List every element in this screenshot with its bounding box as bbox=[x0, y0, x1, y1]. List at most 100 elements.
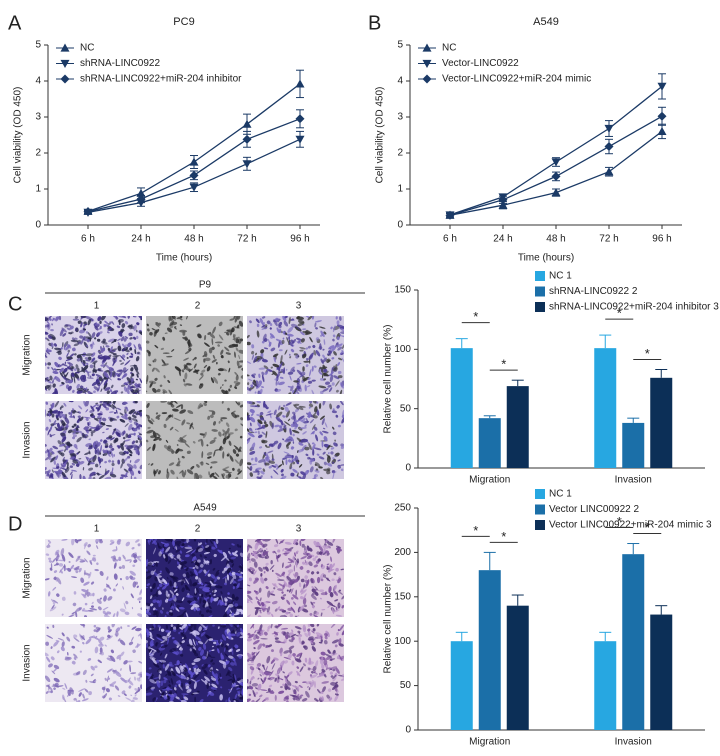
cell bbox=[252, 639, 260, 645]
cell bbox=[272, 363, 280, 368]
cell bbox=[335, 380, 340, 387]
cell bbox=[46, 626, 49, 629]
cell bbox=[283, 451, 290, 455]
cell bbox=[314, 320, 322, 323]
y-tick-label: 50 bbox=[400, 403, 412, 414]
cell bbox=[179, 409, 186, 414]
cell bbox=[227, 432, 234, 435]
cell bbox=[76, 383, 80, 389]
cell bbox=[325, 370, 329, 375]
cell bbox=[128, 423, 133, 431]
cell bbox=[221, 634, 227, 641]
cell bbox=[224, 469, 229, 472]
cell bbox=[173, 581, 177, 588]
cell bbox=[297, 448, 305, 453]
cell bbox=[224, 331, 230, 334]
cell bbox=[97, 413, 103, 416]
cell bbox=[252, 689, 256, 698]
cell bbox=[249, 680, 252, 684]
cell bbox=[305, 579, 310, 587]
cell bbox=[49, 375, 53, 381]
cell bbox=[85, 387, 88, 392]
cell bbox=[267, 410, 272, 414]
y-tick-label: 150 bbox=[394, 591, 411, 602]
cell bbox=[45, 443, 47, 447]
cell bbox=[251, 350, 255, 355]
cell bbox=[73, 376, 76, 384]
cell bbox=[102, 453, 105, 457]
cell bbox=[123, 368, 129, 374]
cell bbox=[130, 672, 137, 675]
cell bbox=[236, 360, 240, 367]
cell bbox=[260, 470, 265, 475]
cell bbox=[64, 682, 68, 690]
cell bbox=[146, 602, 151, 607]
cell bbox=[284, 683, 288, 691]
cell bbox=[158, 551, 162, 557]
cell bbox=[62, 565, 66, 568]
cell bbox=[60, 466, 62, 470]
cell bbox=[233, 700, 236, 702]
cell bbox=[102, 417, 107, 422]
cell bbox=[238, 354, 241, 360]
cell bbox=[99, 571, 104, 576]
cell bbox=[255, 352, 257, 356]
cell bbox=[152, 697, 157, 702]
cell bbox=[70, 339, 79, 343]
cell bbox=[267, 625, 272, 630]
cell bbox=[47, 429, 50, 436]
cell bbox=[170, 677, 174, 685]
cell bbox=[302, 473, 307, 479]
cell bbox=[84, 452, 91, 455]
cell bbox=[84, 688, 89, 693]
cell bbox=[171, 450, 175, 454]
cell bbox=[136, 373, 139, 378]
cell bbox=[189, 631, 196, 634]
cell bbox=[256, 330, 260, 338]
cell bbox=[49, 425, 53, 432]
cell bbox=[252, 676, 256, 679]
cell bbox=[327, 649, 331, 654]
cell bbox=[152, 387, 157, 393]
legend-swatch bbox=[535, 286, 545, 297]
y-tick-label: 0 bbox=[397, 220, 403, 231]
cell bbox=[85, 362, 89, 366]
cell bbox=[289, 649, 292, 654]
cell bbox=[334, 644, 338, 648]
cell bbox=[48, 318, 52, 321]
cell bbox=[105, 364, 110, 369]
cell bbox=[208, 410, 215, 412]
cell bbox=[247, 374, 250, 377]
cell bbox=[309, 612, 313, 616]
cell bbox=[149, 595, 153, 600]
cell bbox=[318, 641, 323, 644]
cell bbox=[156, 637, 164, 642]
cell bbox=[202, 643, 207, 650]
cell bbox=[184, 625, 189, 633]
cell bbox=[284, 406, 289, 413]
cell bbox=[103, 371, 109, 379]
cell bbox=[163, 444, 168, 449]
cell bbox=[93, 386, 100, 391]
cell bbox=[294, 552, 296, 557]
cell bbox=[108, 697, 112, 701]
cell bbox=[340, 335, 344, 338]
cell bbox=[51, 469, 54, 473]
cell bbox=[70, 564, 75, 570]
y-tick-label: 2 bbox=[35, 148, 41, 159]
cell bbox=[317, 558, 321, 562]
cell bbox=[112, 588, 116, 592]
cell bbox=[114, 558, 120, 562]
cell bbox=[291, 660, 295, 666]
cell bbox=[61, 420, 66, 427]
cell bbox=[45, 553, 50, 556]
cell bbox=[254, 431, 258, 434]
cell bbox=[327, 467, 331, 471]
cell bbox=[326, 565, 329, 569]
cell bbox=[325, 539, 329, 543]
cell bbox=[170, 612, 173, 617]
cell bbox=[231, 543, 235, 546]
cell bbox=[289, 462, 293, 470]
cell bbox=[192, 648, 197, 654]
cell bbox=[327, 666, 332, 669]
